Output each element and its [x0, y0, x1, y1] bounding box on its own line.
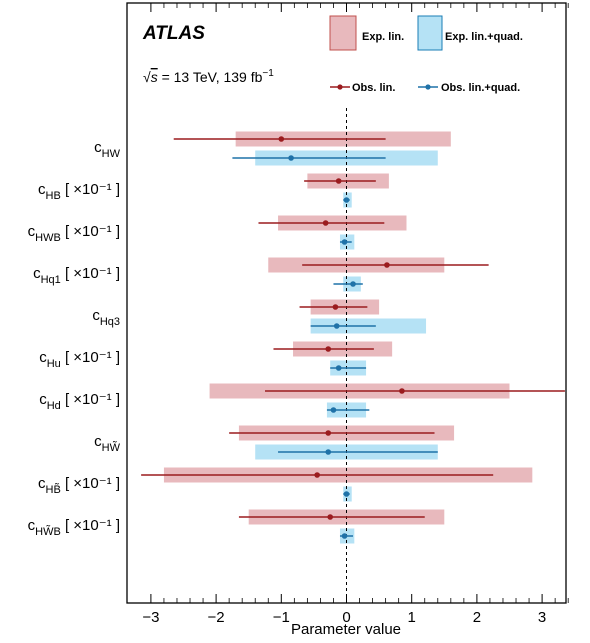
x-tick-label: −2	[208, 609, 225, 626]
obs-quad-point-hw	[325, 449, 332, 455]
obs-lin-point-hwb	[322, 220, 329, 226]
legend-label-obs-quad: Obs. lin.+quad.	[441, 82, 520, 94]
energy-luminosity-label: √s = 13 TeV, 139 fb−1	[143, 68, 274, 85]
obs-lin-point-hw	[325, 430, 332, 436]
parameter-label-hb: cHB [ ×10⁻¹ ]	[38, 181, 120, 202]
parameter-label-hu: cHu [ ×10⁻¹ ]	[39, 349, 120, 370]
legend-swatch-exp-lin	[329, 15, 357, 51]
legend-marker-obs-quad	[425, 84, 431, 90]
x-tick-label: 3	[538, 609, 546, 626]
parameter-label-hwb: cHWB [ ×10⁻¹ ]	[28, 223, 120, 244]
obs-lin-point-hb	[314, 472, 320, 478]
observed-markers	[141, 136, 565, 539]
parameter-label-hwb: cHW̃B [ ×10⁻¹ ]	[28, 517, 120, 538]
obs-quad-point-hb	[343, 197, 350, 203]
obs-lin-point-hq1	[384, 262, 390, 268]
legend-label-exp-quad: Exp. lin.+quad.	[445, 31, 523, 43]
parameter-label-hw: cHW̃	[94, 433, 120, 454]
x-tick-label: −3	[142, 609, 159, 626]
x-tick-label: 2	[473, 609, 481, 626]
obs-quad-point-hwb	[341, 239, 348, 245]
expected-bands	[163, 131, 533, 544]
x-axis-label: Parameter value	[291, 621, 401, 638]
x-axis-ticks: −3 −2 −1 0 1 2 3	[142, 3, 569, 626]
parameter-labels: cHW cHB [ ×10⁻¹ ] cHWB [ ×10⁻¹ ] cHq1 [ ×10…	[28, 139, 121, 538]
obs-lin-point-hwb	[327, 514, 334, 520]
parameter-label-hq3: cHq3	[92, 307, 120, 328]
obs-quad-point-hwb	[341, 533, 348, 539]
legend-marker-obs-lin	[337, 84, 343, 90]
parameter-label-hb: cHB̃ [ ×10⁻¹ ]	[38, 475, 120, 496]
obs-quad-point-hu	[335, 365, 342, 371]
x-tick-label: 0	[342, 609, 350, 626]
x-tick-label: −1	[273, 609, 290, 626]
legend-label-obs-lin: Obs. lin.	[352, 82, 395, 94]
obs-lin-point-hq3	[332, 304, 339, 310]
obs-lin-point-hb	[335, 178, 342, 184]
obs-quad-point-hd	[330, 407, 337, 413]
experiment-label: ATLAS	[142, 23, 205, 44]
legend-swatch-exp-quad	[417, 15, 443, 51]
legend-label-exp-lin: Exp. lin.	[362, 31, 404, 43]
obs-lin-point-hw	[278, 136, 285, 142]
obs-quad-point-hw	[288, 155, 294, 161]
parameter-label-hq1: cHq1 [ ×10⁻¹ ]	[33, 265, 120, 286]
x-tick-label: 1	[408, 609, 416, 626]
obs-quad-point-hq3	[333, 323, 340, 329]
parameter-label-hw: cHW	[94, 139, 120, 160]
parameter-label-hd: cHd [ ×10⁻¹ ]	[39, 391, 120, 412]
obs-lin-point-hu	[325, 346, 332, 352]
obs-quad-point-hq1	[350, 281, 356, 287]
obs-quad-point-hb	[343, 491, 350, 497]
obs-lin-point-hd	[399, 388, 405, 394]
legend: Exp. lin. Exp. lin.+quad. Obs. lin. Obs.…	[329, 15, 523, 94]
